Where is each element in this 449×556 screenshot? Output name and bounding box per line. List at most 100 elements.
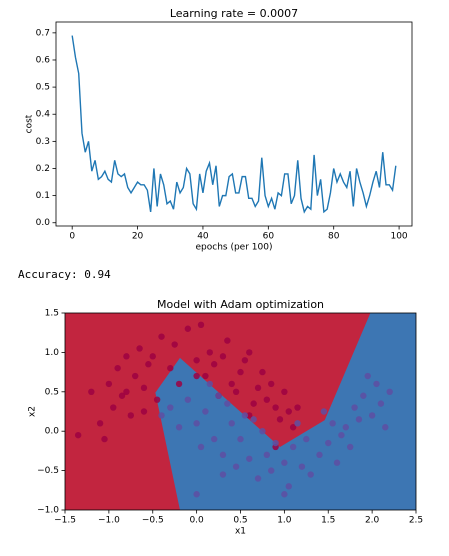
chart-title: Learning rate = 0.0007	[170, 7, 298, 20]
y-tick-label: 1.0	[45, 348, 60, 358]
data-point	[219, 353, 227, 360]
y-tick-label: 0.0	[36, 218, 51, 228]
region-class-1	[155, 313, 416, 510]
data-point	[140, 408, 148, 415]
data-point	[263, 396, 271, 403]
data-point	[167, 404, 174, 411]
y-tick-label: 0.5	[45, 387, 59, 397]
data-point	[127, 412, 135, 419]
data-point	[114, 364, 121, 372]
x-tick-label: 1.0	[277, 516, 292, 526]
x-tick-label: 1.5	[321, 516, 335, 526]
y-tick-label: 0.3	[36, 137, 50, 147]
data-point	[254, 384, 262, 392]
x-tick-label: 2.5	[409, 516, 423, 526]
y-tick-label: 1.5	[45, 309, 59, 319]
data-point	[140, 384, 148, 392]
data-point	[294, 420, 301, 427]
data-point	[210, 435, 218, 443]
data-point	[281, 388, 288, 395]
data-point	[224, 400, 231, 407]
y-tick-label: 0.1	[36, 191, 50, 201]
data-point	[250, 400, 257, 407]
data-point	[193, 491, 200, 498]
data-point	[294, 404, 301, 411]
data-point	[338, 431, 345, 439]
y-axis-label: cost	[25, 114, 35, 133]
data-point	[193, 357, 200, 364]
x-tick-label: 80	[328, 232, 340, 242]
data-point	[281, 459, 288, 466]
data-point	[360, 392, 367, 399]
data-point	[228, 420, 235, 427]
data-point	[307, 471, 314, 478]
data-point	[241, 357, 249, 364]
data-point	[171, 341, 178, 348]
data-point	[342, 424, 349, 431]
data-point	[320, 408, 328, 415]
data-point	[351, 404, 358, 411]
accuracy-text: Accuracy: 0.94	[18, 268, 111, 281]
data-point	[232, 463, 240, 470]
data-point	[237, 435, 244, 443]
data-point	[197, 443, 205, 451]
x-tick-label: 0.5	[233, 516, 247, 526]
data-point	[268, 467, 275, 474]
y-axis-label: x2	[28, 406, 38, 417]
x-tick-label: 0.0	[189, 516, 204, 526]
data-point	[241, 412, 249, 419]
data-point	[325, 439, 332, 447]
data-point	[193, 372, 200, 380]
data-point	[149, 353, 156, 360]
x-axis-label: x1	[235, 527, 246, 537]
data-point	[96, 420, 104, 427]
data-point	[105, 380, 113, 388]
y-tick-label: −1.0	[37, 506, 59, 516]
data-point	[259, 368, 266, 376]
data-point	[281, 491, 288, 498]
y-tick-label: 0.5	[36, 83, 50, 93]
y-tick-label: 0.7	[36, 28, 50, 38]
data-point	[228, 380, 235, 388]
data-point	[132, 372, 139, 380]
data-point	[298, 463, 306, 470]
data-point	[386, 388, 393, 395]
data-point	[145, 361, 152, 368]
data-point	[118, 392, 126, 399]
data-point	[202, 372, 209, 380]
data-point	[246, 349, 253, 356]
data-point	[272, 439, 279, 447]
data-point	[285, 483, 292, 490]
data-point	[206, 349, 213, 356]
data-point	[123, 353, 130, 360]
data-point	[246, 455, 253, 462]
data-point	[377, 400, 385, 407]
data-point	[215, 392, 222, 399]
x-tick-label: −1.5	[54, 516, 76, 526]
data-point	[167, 364, 174, 372]
data-point	[232, 388, 240, 395]
data-point	[193, 420, 200, 427]
y-tick-label: 0.4	[36, 110, 51, 120]
data-point	[263, 451, 271, 459]
data-point	[254, 475, 262, 482]
data-point	[210, 361, 218, 368]
data-point	[268, 380, 275, 388]
axes-frame	[55, 21, 413, 227]
data-point	[346, 443, 354, 451]
data-point	[206, 380, 213, 388]
data-point	[382, 424, 389, 431]
data-point	[158, 412, 165, 419]
data-point	[219, 471, 227, 478]
data-point	[219, 451, 227, 459]
cost-line	[71, 35, 397, 214]
y-tick-label: 0.0	[45, 427, 60, 437]
y-tick-label: 0.6	[36, 55, 51, 65]
data-point	[237, 368, 244, 376]
data-point	[289, 424, 297, 431]
data-point	[184, 325, 192, 332]
data-point	[158, 333, 165, 340]
data-point	[224, 337, 231, 344]
